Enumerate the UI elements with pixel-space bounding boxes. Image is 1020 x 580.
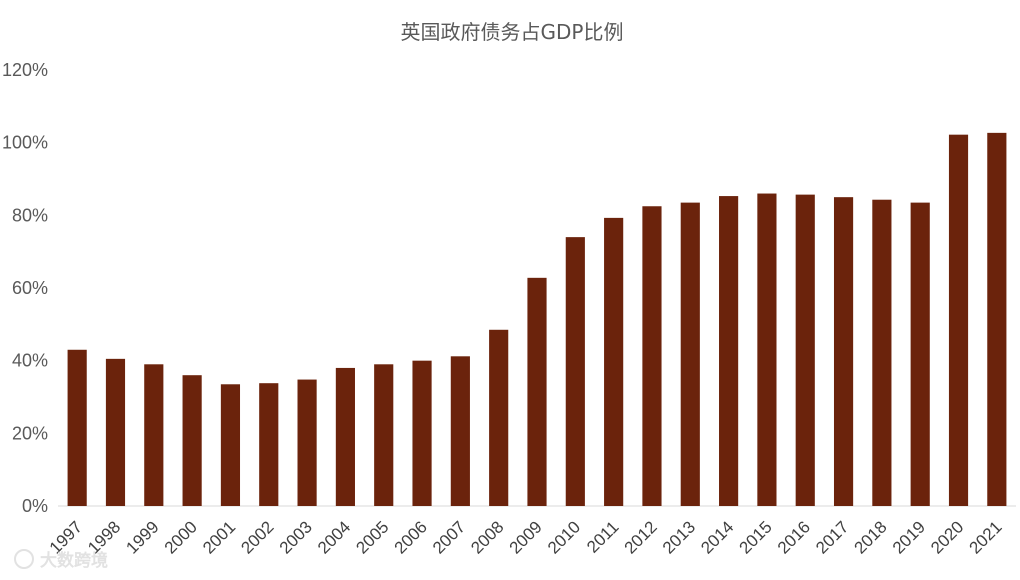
bar-1997: [67, 349, 87, 506]
x-tick-label: 2012: [621, 517, 661, 557]
x-tick-label: 2013: [659, 517, 699, 557]
x-tick-label: 2002: [237, 517, 277, 557]
bar-2017: [833, 197, 854, 506]
bar-2004: [335, 367, 355, 506]
y-tick-label: 80%: [12, 205, 48, 225]
x-tick-label: 2021: [965, 517, 1005, 557]
x-tick-label: 2003: [276, 517, 316, 557]
bar-2019: [910, 202, 930, 506]
x-tick-label: 2004: [314, 517, 354, 557]
watermark-logo-icon: [14, 549, 34, 569]
x-tick-label: 2007: [429, 517, 469, 557]
x-tick-label: 2010: [544, 517, 584, 557]
bar-2001: [220, 384, 241, 506]
y-tick-label: 0%: [22, 496, 48, 516]
bar-2002: [259, 383, 279, 506]
bar-2000: [182, 375, 202, 506]
bar-2006: [412, 360, 432, 506]
bar-2003: [297, 379, 317, 506]
chart-title: 英国政府债务占GDP比例: [401, 20, 624, 44]
bar-2010: [565, 237, 585, 506]
x-tick-label: 2000: [161, 517, 201, 557]
bar-2020: [948, 134, 969, 506]
x-tick-label: 2005: [352, 517, 392, 557]
bar-2016: [795, 194, 815, 506]
y-tick-label: 120%: [2, 60, 48, 80]
x-tick-label: 2014: [697, 517, 737, 557]
bar-2012: [642, 206, 662, 506]
y-tick-label: 60%: [12, 278, 48, 298]
x-tick-label: 2020: [927, 517, 967, 557]
bar-2018: [872, 199, 892, 506]
bar-2007: [450, 356, 470, 506]
x-tick-label: 1999: [122, 517, 162, 557]
bar-2013: [680, 202, 700, 506]
bar-2009: [527, 277, 547, 506]
bar-1999: [144, 364, 164, 506]
x-tick-label: 2011: [583, 517, 622, 556]
x-tick-label: 2017: [812, 517, 852, 557]
x-tick-label: 2006: [391, 517, 431, 557]
watermark-text: 大数跨境: [40, 550, 108, 571]
x-tick-label: 2016: [774, 517, 814, 557]
y-tick-label: 40%: [12, 351, 48, 371]
x-axis: 1997199819992000200120022003200420052006…: [46, 517, 1006, 557]
x-tick-label: 2009: [506, 517, 546, 557]
bar-2014: [719, 196, 739, 506]
bar-2008: [489, 329, 509, 506]
y-tick-label: 20%: [12, 423, 48, 443]
x-tick-label: 2015: [736, 517, 776, 557]
watermark: 大数跨境: [14, 549, 108, 571]
x-tick-label: 2001: [199, 517, 239, 557]
bars: [67, 132, 1007, 507]
bar-2011: [604, 217, 624, 507]
x-tick-label: 2018: [851, 517, 891, 557]
x-tick-label: 2008: [467, 517, 507, 557]
bar-2021: [987, 132, 1007, 506]
bar-2015: [757, 193, 777, 507]
y-axis: 0% 20% 40% 60% 80% 100% 120%: [2, 60, 48, 516]
y-tick-label: 100%: [2, 133, 48, 153]
bar-1998: [105, 358, 126, 506]
bar-2005: [374, 364, 394, 506]
x-tick-label: 2019: [889, 517, 929, 557]
